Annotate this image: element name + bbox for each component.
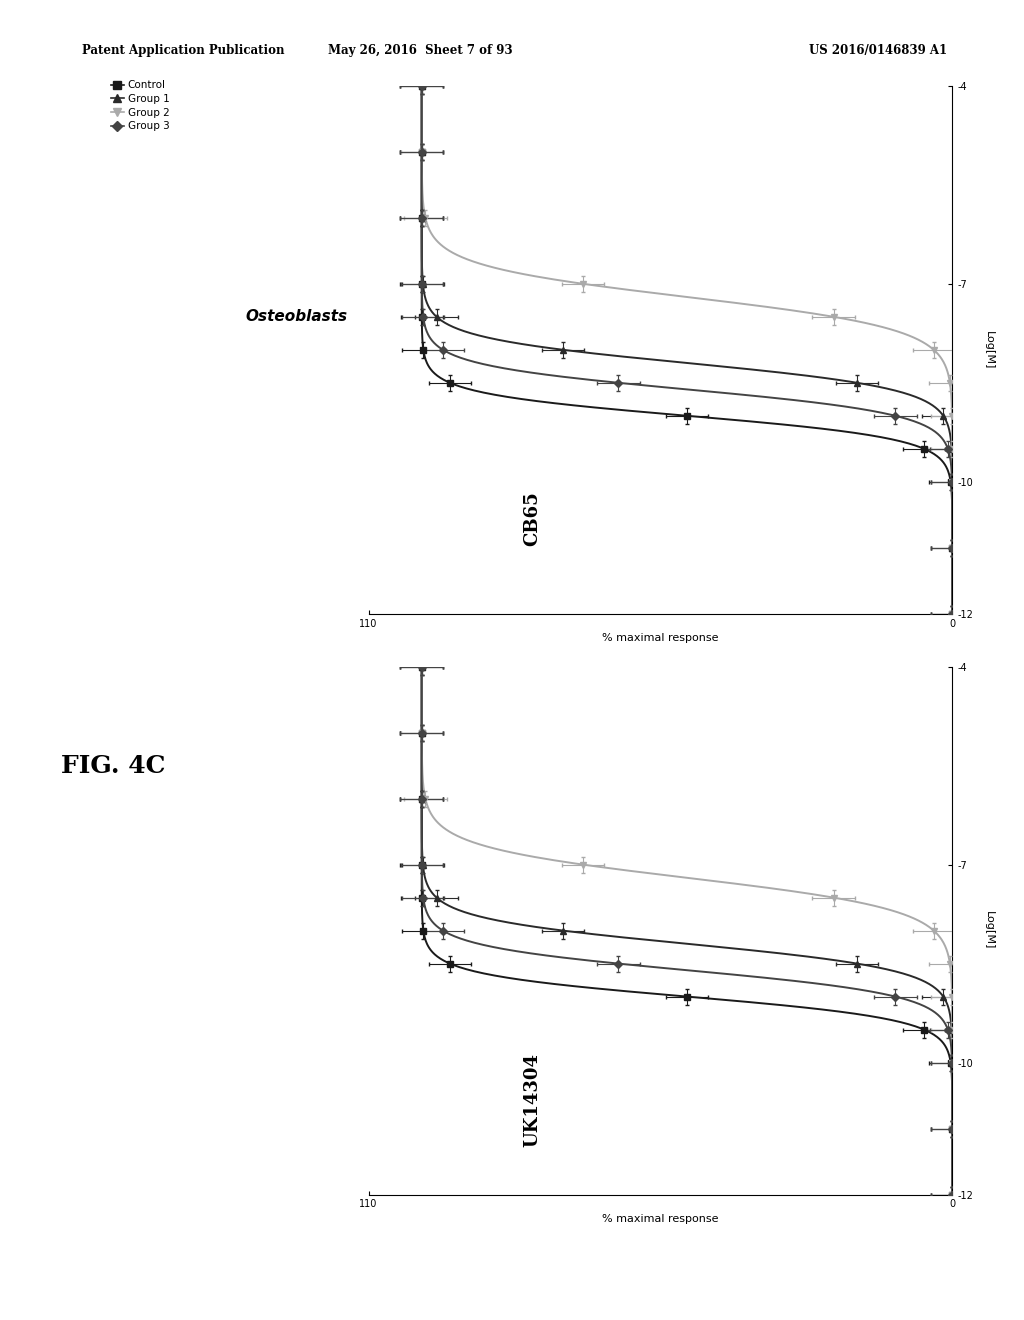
Text: Osteoblasts: Osteoblasts [246, 309, 348, 325]
X-axis label: % maximal response: % maximal response [602, 632, 719, 643]
Y-axis label: Log[M]: Log[M] [984, 330, 994, 370]
Y-axis label: Log[M]: Log[M] [984, 911, 994, 950]
Text: Patent Application Publication: Patent Application Publication [82, 44, 285, 57]
Text: May 26, 2016  Sheet 7 of 93: May 26, 2016 Sheet 7 of 93 [328, 44, 512, 57]
Text: CB65: CB65 [523, 491, 541, 546]
Text: UK14304: UK14304 [523, 1052, 541, 1147]
Legend: Control, Group 1, Group 2, Group 3: Control, Group 1, Group 2, Group 3 [112, 81, 170, 132]
Text: FIG. 4C: FIG. 4C [61, 754, 166, 777]
X-axis label: % maximal response: % maximal response [602, 1213, 719, 1224]
Text: US 2016/0146839 A1: US 2016/0146839 A1 [809, 44, 947, 57]
